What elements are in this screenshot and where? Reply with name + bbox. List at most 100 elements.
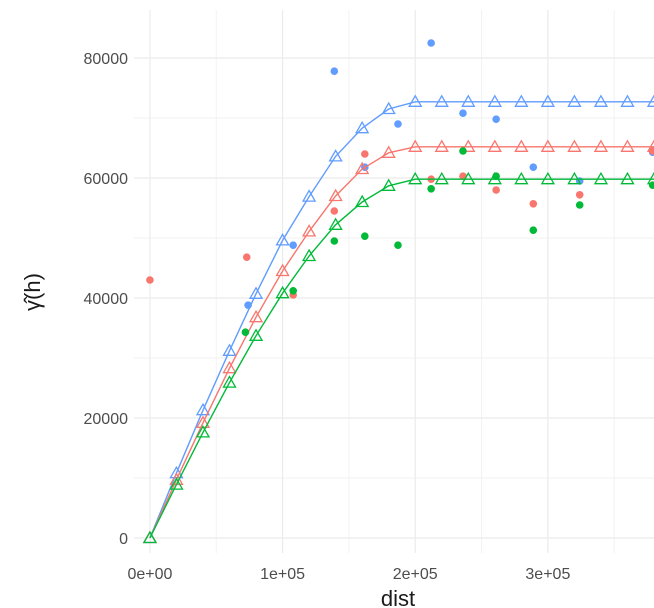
series-layer — [142, 39, 654, 544]
model-triangle-marker — [540, 139, 555, 152]
model-triangle-marker — [381, 101, 396, 115]
series-group — [142, 39, 654, 544]
model-triangle-marker — [195, 425, 211, 438]
model-triangle-marker — [593, 94, 609, 107]
model-triangle-marker — [646, 171, 654, 185]
empirical-point — [575, 201, 584, 209]
model-triangle-marker — [567, 139, 582, 152]
model-triangle-marker — [646, 94, 654, 107]
model-triangle-marker — [487, 94, 502, 107]
model-line — [149, 178, 654, 539]
empirical-point — [361, 232, 369, 240]
y-tick-label: 60000 — [84, 171, 129, 188]
model-triangle-marker — [301, 189, 317, 202]
model-triangle-marker — [355, 194, 370, 208]
model-triangle-marker — [328, 149, 343, 162]
y-tick-label: 0 — [119, 531, 128, 548]
empirical-point — [648, 181, 654, 189]
model-triangle-marker — [248, 328, 264, 341]
y-axis-ticks: 0 20000 40000 60000 80000 — [84, 51, 129, 548]
grid — [134, 10, 654, 553]
model-triangle-marker — [514, 94, 529, 107]
model-triangle-marker — [355, 120, 370, 134]
model-triangle-marker — [461, 94, 476, 107]
model-triangle-marker — [434, 94, 449, 107]
model-triangle-marker — [540, 171, 555, 185]
empirical-point — [492, 115, 500, 123]
empirical-point — [394, 120, 402, 128]
empirical-point — [529, 163, 538, 171]
model-triangle-marker — [222, 375, 237, 388]
empirical-point — [427, 185, 435, 193]
empirical-point — [394, 241, 402, 249]
model-triangle-marker — [169, 477, 184, 490]
empirical-point — [529, 200, 538, 208]
x-axis-title: dist — [381, 586, 415, 608]
model-triangle-marker — [461, 139, 476, 152]
model-triangle-marker — [301, 248, 317, 262]
model-triangle-marker — [301, 224, 317, 237]
empirical-point — [427, 39, 435, 47]
model-triangle-marker — [593, 171, 609, 185]
empirical-point — [459, 109, 467, 117]
model-triangle-marker — [275, 263, 290, 277]
empirical-point — [330, 207, 339, 215]
empirical-point — [244, 301, 252, 310]
model-triangle-marker — [328, 217, 343, 230]
empirical-point — [529, 226, 538, 234]
model-triangle-marker — [434, 139, 449, 152]
empirical-point — [146, 276, 154, 284]
x-tick-label: 1e+05 — [260, 566, 305, 583]
empirical-point — [459, 147, 467, 155]
model-triangle-marker — [355, 161, 370, 175]
model-triangle-marker — [275, 285, 290, 299]
model-triangle-marker — [646, 139, 654, 152]
model-triangle-marker — [567, 94, 582, 107]
y-tick-label: 20000 — [84, 411, 129, 428]
model-triangle-marker — [248, 309, 264, 323]
model-triangle-marker — [222, 343, 237, 356]
model-triangle-marker — [408, 139, 423, 152]
x-axis-ticks: 0e+00 1e+05 2e+05 3e+05 — [127, 566, 570, 583]
empirical-point — [330, 237, 339, 245]
model-triangle-marker — [408, 94, 423, 107]
model-line — [149, 101, 654, 539]
model-triangle-marker — [514, 139, 529, 152]
y-tick-label: 40000 — [84, 291, 129, 308]
model-triangle-marker — [620, 171, 635, 185]
model-triangle-marker — [567, 171, 582, 185]
x-tick-label: 3e+05 — [525, 566, 570, 583]
model-triangle-marker — [434, 171, 449, 185]
y-tick-label: 80000 — [84, 51, 129, 68]
model-triangle-marker — [142, 530, 158, 544]
model-triangle-marker — [620, 139, 635, 152]
empirical-point — [242, 253, 251, 261]
model-triangle-marker — [195, 402, 211, 416]
y-axis-title: γ̂(h) — [20, 273, 45, 311]
x-tick-label: 2e+05 — [393, 566, 438, 583]
empirical-point — [330, 67, 339, 75]
model-triangle-marker — [487, 139, 502, 152]
empirical-point — [492, 172, 500, 180]
model-triangle-marker — [381, 145, 396, 158]
empirical-point — [289, 241, 297, 249]
empirical-point — [575, 191, 584, 199]
model-triangle-marker — [381, 178, 396, 191]
model-triangle-marker — [620, 94, 635, 107]
series-group — [142, 147, 654, 544]
model-triangle-marker — [408, 171, 423, 185]
empirical-point — [361, 150, 369, 158]
empirical-point — [492, 186, 500, 194]
model-triangle-marker — [540, 94, 555, 107]
x-tick-label: 0e+00 — [127, 566, 172, 583]
model-triangle-marker — [222, 360, 237, 374]
empirical-point — [648, 147, 654, 155]
series-group — [142, 139, 654, 544]
model-triangle-marker — [275, 233, 290, 246]
model-triangle-marker — [593, 139, 609, 152]
model-triangle-marker — [461, 171, 476, 185]
empirical-point — [289, 287, 297, 295]
model-triangle-marker — [514, 171, 529, 185]
empirical-point — [241, 328, 250, 337]
